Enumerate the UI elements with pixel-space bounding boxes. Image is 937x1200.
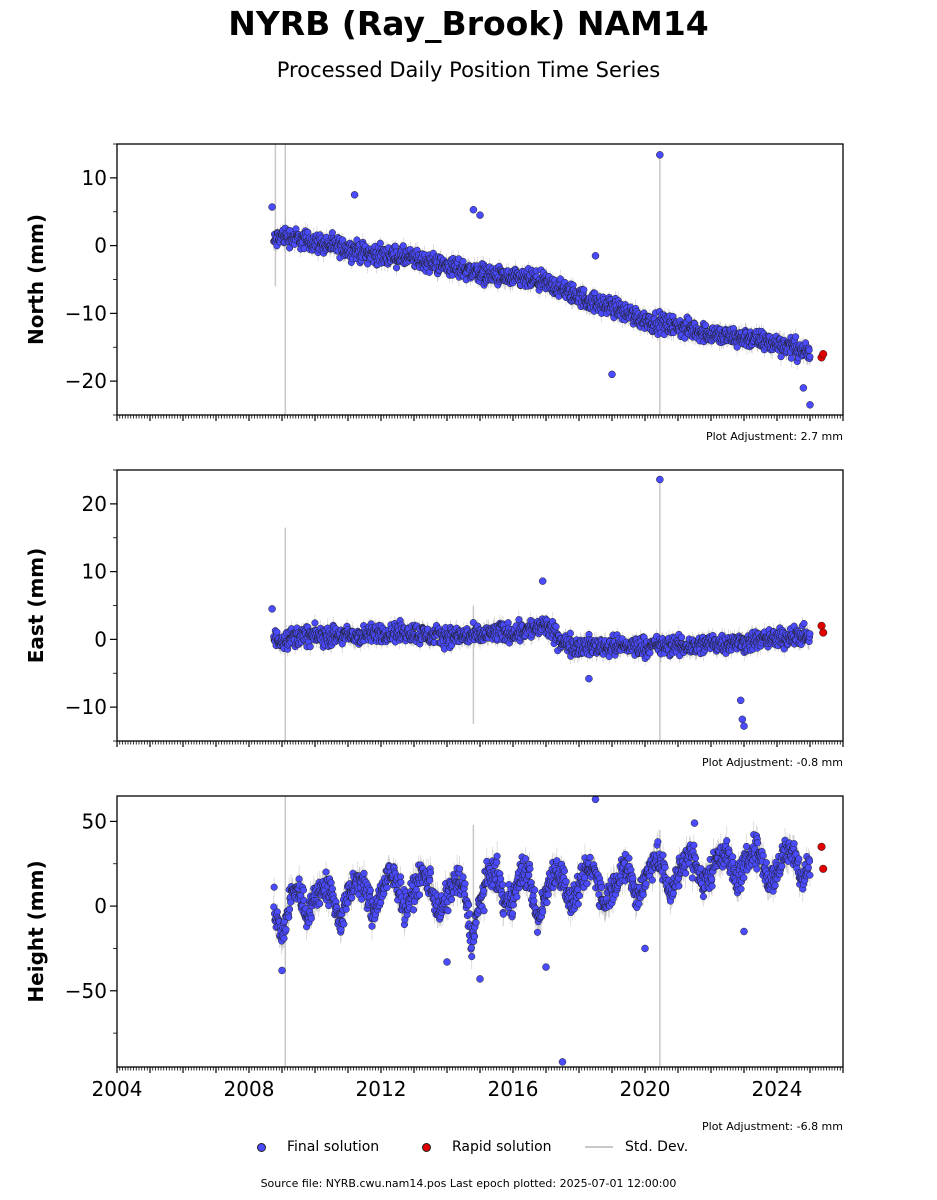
y-tick-label: 0	[94, 234, 107, 258]
rapid-solution-point	[819, 349, 828, 359]
final-solution-point	[376, 239, 384, 247]
y-tick-label: 10	[82, 166, 107, 190]
final-solution-point	[777, 353, 785, 361]
final-solution-point	[701, 321, 709, 329]
final-solution-point	[328, 229, 336, 237]
final-solution-point	[339, 236, 347, 244]
final-solution-point	[787, 354, 795, 362]
final-solution-points	[268, 151, 814, 409]
final-solution-point	[459, 257, 467, 265]
plot-area	[268, 144, 828, 415]
final-solution-outlier	[476, 211, 484, 219]
y-tick-label: −20	[65, 369, 107, 393]
final-solution-outlier	[591, 252, 600, 260]
final-solution-point	[392, 264, 401, 272]
final-solution-point	[304, 228, 312, 236]
final-solution-outlier	[469, 205, 478, 214]
final-solution-point	[733, 343, 741, 351]
plot-adjustment-note: Plot Adjustment: 2.7 mm	[706, 430, 843, 443]
final-solution-outlier	[268, 203, 276, 211]
y-axis-label: North (mm)	[24, 214, 48, 345]
final-solution-outlier	[799, 384, 808, 392]
final-solution-point	[805, 346, 813, 354]
final-solution-point	[311, 619, 319, 627]
final-solution-point	[792, 333, 800, 341]
final-solution-point	[306, 643, 314, 651]
final-solution-point	[685, 315, 693, 323]
y-tick-label: −10	[65, 301, 107, 325]
plot-area	[268, 475, 828, 741]
final-solution-outlier	[608, 370, 616, 379]
final-solution-points	[268, 475, 814, 730]
final-solution-point	[399, 242, 407, 250]
chart-subtitle: Processed Daily Position Time Series	[276, 58, 661, 82]
final-solution-point	[580, 286, 588, 294]
chart-title: NYRB (Ray_Brook) NAM14	[228, 4, 709, 43]
final-solution-point	[806, 353, 814, 361]
final-solution-outlier	[806, 401, 814, 409]
final-solution-outlier	[656, 151, 664, 159]
panel-1: −20 −10 0 10 North (mm) Plot Adjustment: 2.7 …	[24, 143, 844, 443]
final-solution-point	[273, 628, 281, 636]
final-solution-outlier	[350, 191, 359, 199]
